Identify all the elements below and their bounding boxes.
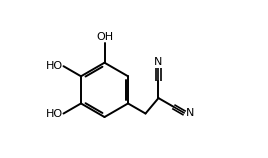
Text: N: N: [185, 108, 194, 118]
Text: HO: HO: [46, 109, 63, 119]
Text: HO: HO: [46, 61, 63, 71]
Text: N: N: [154, 57, 163, 67]
Text: OH: OH: [96, 32, 113, 42]
